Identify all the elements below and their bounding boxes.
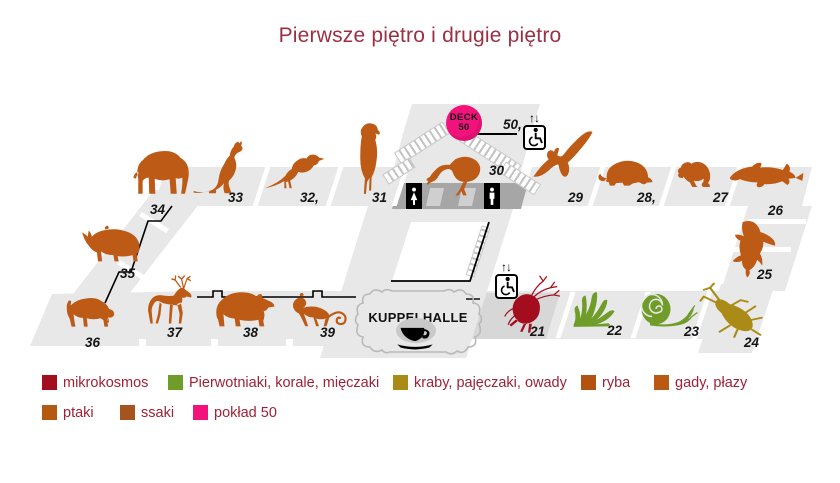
emu-icon <box>426 150 484 198</box>
elevator-bottom: ↑↓ <box>495 260 518 299</box>
legend-swatch-gady <box>654 375 669 390</box>
legend-swatch-ptaki <box>42 405 57 420</box>
room-label-31: 31 <box>372 190 388 205</box>
bison-icon <box>64 291 121 328</box>
snail-icon <box>636 286 698 328</box>
parrot-icon <box>352 121 383 196</box>
room-label-30: 30 <box>489 163 505 178</box>
frog-icon <box>676 151 715 191</box>
legend-swatch-kraby <box>393 375 408 390</box>
room-label-28: 28, <box>637 190 656 205</box>
legend-label-pierwotniaki: Pierwotniaki, korale, mięczaki <box>189 375 380 391</box>
room-label-37: 37 <box>167 325 183 340</box>
kuppelhalle-label: KUPPELHALLE <box>352 310 484 325</box>
legend-swatch-ssaki <box>120 405 135 420</box>
room-label-38: 38 <box>243 325 259 340</box>
wc-women <box>406 183 422 209</box>
wc-woman-icon <box>408 186 420 207</box>
room-label-36: 36 <box>85 335 101 350</box>
wheelchair-icon <box>495 274 518 299</box>
legend-label-kraby: kraby, pajęczaki, owady <box>414 375 567 391</box>
door-slit <box>748 219 806 224</box>
elevator-arrows: ↑↓ <box>529 111 540 125</box>
room-label-50: 50, <box>503 117 522 132</box>
room-label-29: 29 <box>568 190 584 205</box>
room-label-24: 24 <box>744 335 760 350</box>
room-label-32: 32, <box>300 190 319 205</box>
legend-swatch-poklad50 <box>193 405 208 420</box>
room-label-33: 33 <box>228 190 244 205</box>
wheelchair-icon <box>523 125 546 150</box>
kangaroo-icon <box>192 140 254 196</box>
page-title: Pierwsze piętro i drugie piętro <box>278 24 562 47</box>
deck-50-line2: 50 <box>458 122 470 133</box>
door-notch <box>139 339 146 346</box>
legend-swatch-mikrokosmos <box>42 375 57 390</box>
room-label-21: 21 <box>530 324 546 339</box>
room-label-39: 39 <box>320 325 336 340</box>
deck-50-line1: DECK <box>449 112 479 124</box>
cafe-cup-icon <box>394 324 436 352</box>
eagle-icon <box>532 128 594 194</box>
coelacanth-fish-icon <box>726 160 804 190</box>
legend-label-ssaki: ssaki <box>141 405 175 421</box>
legend-label-gady: gady, płazy <box>675 375 748 391</box>
monkey-icon <box>286 291 352 329</box>
wc-men <box>484 183 500 209</box>
door-notch <box>211 339 218 346</box>
rhino-icon <box>81 221 148 263</box>
door-notch <box>286 339 293 346</box>
deck-50-badge: DECK 50 <box>446 105 482 141</box>
elephant-icon <box>130 143 196 196</box>
magpie-icon <box>263 145 327 193</box>
room-label-34: 34 <box>150 202 166 217</box>
room-label-27: 27 <box>713 190 729 205</box>
legend-swatch-ryba <box>581 375 596 390</box>
elevator-arrows: ↑↓ <box>501 260 512 274</box>
legend-swatch-pierwotniaki <box>168 375 183 390</box>
bear-icon <box>211 284 281 328</box>
room-label-35: 35 <box>120 266 136 281</box>
turtle-icon <box>597 154 656 188</box>
legend-label-ryba: ryba <box>602 375 631 391</box>
moose-icon <box>146 275 198 326</box>
shark-icon <box>731 219 781 278</box>
elevator-top: ↑↓ <box>523 111 546 150</box>
legend-label-poklad50: pokład 50 <box>214 405 277 421</box>
room-label-22: 22 <box>607 323 623 338</box>
room-label-23: 23 <box>684 324 700 339</box>
legend-label-ptaki: ptaki <box>63 405 94 421</box>
stag-beetle-icon <box>698 281 768 339</box>
room-label-26: 26 <box>768 203 784 218</box>
room-label-25: 25 <box>757 267 773 282</box>
legend-label-mikrokosmos: mikrokosmos <box>63 375 149 391</box>
wc-man-icon <box>486 186 498 207</box>
